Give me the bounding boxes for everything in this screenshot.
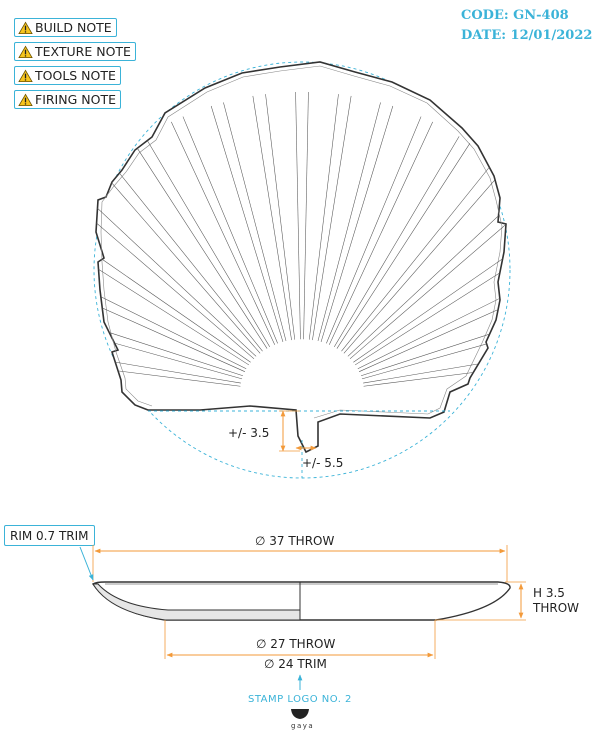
shell-rib-line (347, 190, 506, 357)
foot-diameter-text: ∅ 27 THROW (256, 637, 335, 651)
shell-outline (95, 61, 507, 454)
top-view: +/- 3.5 +/- 5.5 (93, 61, 511, 479)
shell-rib-line (343, 169, 504, 354)
side-view: ∅ 37 THROW H 3.5 THROW ∅ 27 THROW ∅ 24 T… (79, 534, 579, 730)
warning-icon (18, 21, 33, 34)
shell-rib-line (171, 121, 275, 345)
shell-rib-line (96, 235, 250, 366)
shell-rib-line (96, 356, 241, 387)
shell-rib-line (329, 121, 433, 345)
shell-rib-line (341, 161, 495, 352)
shell-rib-line (317, 102, 381, 342)
brand-text: gaya (291, 722, 314, 730)
height-text-line1: H 3.5 (533, 586, 565, 600)
shell-rib-line (359, 273, 506, 372)
shell-rib-line (361, 314, 506, 380)
shell-rib-line (96, 301, 243, 377)
tolerance-vertical-text: +/- 3.5 (228, 426, 269, 440)
shell-rib-line (361, 301, 506, 377)
warning-icon (18, 45, 33, 58)
tools-note-tag[interactable]: TOOLS NOTE (14, 66, 121, 85)
shell-rib-line (100, 169, 261, 354)
shell-rib-line (96, 190, 257, 357)
firing-note-tag[interactable]: FIRING NOTE (14, 90, 121, 109)
tools-note-label: TOOLS NOTE (35, 68, 116, 83)
rim-leader (79, 546, 94, 581)
trim-diameter-text: ∅ 24 TRIM (264, 657, 327, 671)
shell-rib-line (96, 273, 245, 372)
shell-rib-line (326, 116, 422, 344)
shell-rib-line (354, 235, 506, 366)
shell-rib-line (295, 91, 301, 340)
outer-diameter-text: ∅ 37 THROW (255, 534, 334, 548)
warning-icon (18, 69, 33, 82)
stamp-label: STAMP LOGO NO. 2 (248, 694, 352, 705)
shell-rib-line (96, 224, 251, 363)
shell-rib-line (223, 102, 287, 342)
shell-ribs (96, 91, 506, 387)
shell-rib-line (353, 224, 506, 363)
gaya-logo-icon: gaya (291, 709, 314, 730)
firing-note-label: FIRING NOTE (35, 92, 116, 107)
shell-rib-line (334, 136, 460, 347)
shell-rib-line (96, 261, 247, 370)
tolerance-horizontal-text: +/- 5.5 (302, 456, 343, 470)
shell-rib-line (265, 94, 296, 340)
drawing-date: DATE: 12/01/2022 (461, 28, 593, 43)
shell-rib-line (312, 95, 352, 341)
height-text-line2: THROW (532, 601, 579, 615)
product-code: CODE: GN-408 (461, 8, 569, 23)
shell-rib-line (109, 161, 263, 352)
shell-rib-line (96, 200, 255, 359)
rim-thickness-label: RIM 0.7 TRIM (4, 525, 95, 546)
shell-rib-line (96, 314, 243, 380)
shell-rib-line (182, 116, 278, 344)
shell-rib-line (252, 95, 292, 341)
shell-rib-line (320, 105, 394, 342)
texture-note-label: TEXTURE NOTE (35, 44, 131, 59)
shell-rib-line (303, 91, 309, 340)
shell-rib-line (144, 136, 270, 347)
shell-rib-line (336, 143, 471, 349)
shell-rib-line (96, 343, 241, 384)
build-note-label: BUILD NOTE (35, 20, 112, 35)
shell-rib-line (210, 105, 284, 342)
shell-inner-outline (100, 65, 503, 419)
shell-rib-line (133, 143, 268, 349)
shell-rib-line (357, 261, 506, 370)
warning-icon (18, 93, 33, 106)
build-note-tag[interactable]: BUILD NOTE (14, 18, 117, 37)
shell-rib-line (349, 200, 506, 359)
texture-note-tag[interactable]: TEXTURE NOTE (14, 42, 136, 61)
shell-rib-line (308, 94, 339, 340)
